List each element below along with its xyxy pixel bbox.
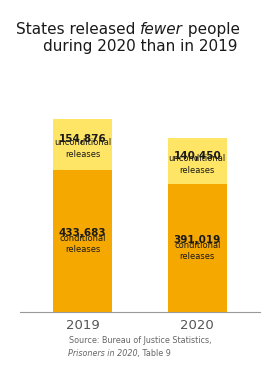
Text: 391,019: 391,019: [174, 234, 221, 245]
Text: Table 9: Table 9: [140, 349, 171, 358]
Bar: [167, 184, 227, 312]
Bar: [53, 119, 113, 170]
Text: Prisoners in 2020,: Prisoners in 2020,: [68, 349, 140, 358]
Text: 433,683: 433,683: [59, 228, 106, 238]
Text: Source: Bureau of Justice Statistics,: Source: Bureau of Justice Statistics,: [69, 336, 211, 345]
Text: fewer: fewer: [140, 22, 183, 37]
Text: people: people: [183, 22, 240, 37]
Text: 140,450: 140,450: [173, 151, 221, 161]
Bar: [53, 170, 113, 312]
Text: during 2020 than in 2019: during 2020 than in 2019: [43, 39, 237, 54]
Text: conditional
releases: conditional releases: [59, 234, 106, 255]
Text: unconditional
releases: unconditional releases: [54, 138, 111, 159]
Text: conditional
releases: conditional releases: [174, 241, 221, 261]
Text: unconditional
releases: unconditional releases: [169, 155, 226, 175]
Text: States released: States released: [16, 22, 140, 37]
Text: 154,876: 154,876: [59, 135, 107, 144]
Bar: [167, 138, 227, 184]
